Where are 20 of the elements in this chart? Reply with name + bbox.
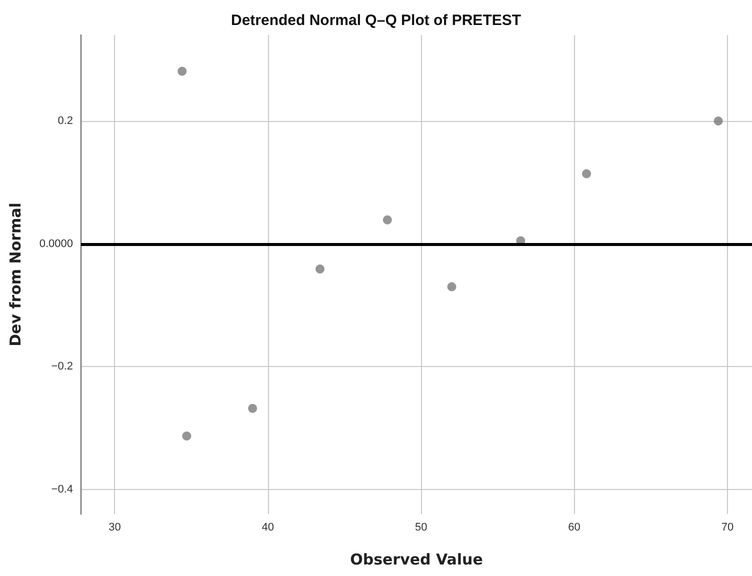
point bbox=[382, 215, 392, 224]
point bbox=[315, 264, 324, 274]
point bbox=[248, 404, 258, 413]
x-tick-label: 30 bbox=[108, 522, 121, 534]
x-axis-title: Observed Value bbox=[350, 550, 483, 568]
x-tick-label: 40 bbox=[262, 522, 274, 534]
point bbox=[447, 282, 456, 292]
x-tick-label: 70 bbox=[721, 522, 734, 534]
y-tick-label: 0.0000 bbox=[39, 238, 73, 250]
x-tick-label: 50 bbox=[414, 522, 428, 534]
x-tick-label: 60 bbox=[568, 522, 580, 534]
point bbox=[182, 432, 192, 441]
chart-title: Detrended Normal Q–Q Plot of PRETEST bbox=[230, 12, 522, 29]
point bbox=[178, 66, 187, 76]
point bbox=[582, 169, 592, 178]
y-tick-label: −0.2 bbox=[51, 360, 73, 373]
y-tick-label: −0.4 bbox=[51, 483, 73, 496]
y-axis-title: Dev from Normal bbox=[6, 202, 24, 346]
y-tick-label: 0.2 bbox=[58, 114, 73, 127]
point bbox=[714, 116, 723, 126]
